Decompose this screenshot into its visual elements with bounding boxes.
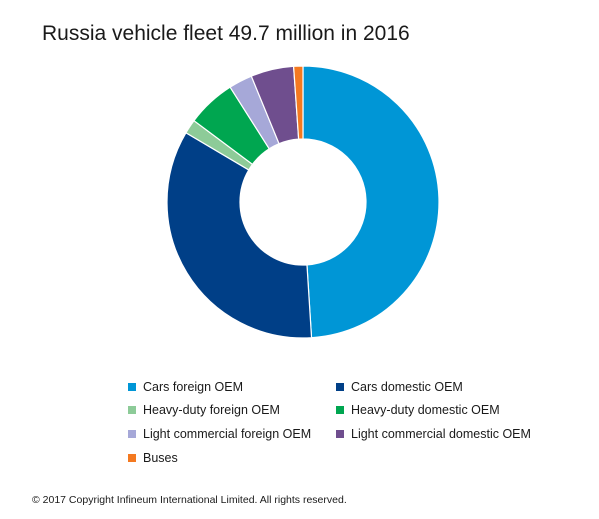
donut-slice-buses — [292, 65, 304, 140]
chart-title: Russia vehicle fleet 49.7 million in 201… — [42, 22, 410, 45]
copyright-footer: © 2017 Copyright Infineum International … — [32, 494, 347, 506]
donut-slice-cars-domestic-oem — [166, 131, 313, 339]
donut-slice-cars-foreign-oem — [302, 65, 440, 339]
